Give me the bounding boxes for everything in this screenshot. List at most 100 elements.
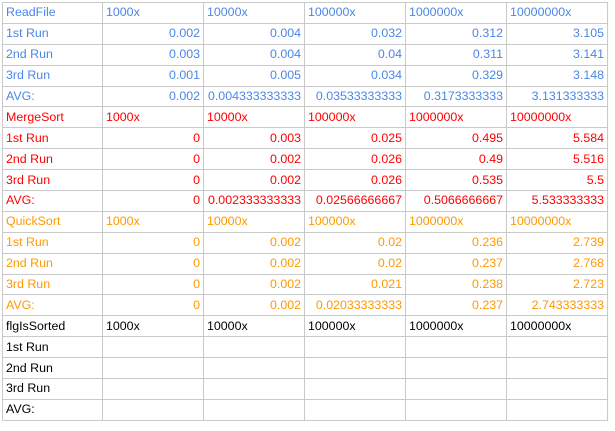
row-label-cell[interactable]: 2nd Run <box>2 43 103 66</box>
empty-cell[interactable] <box>304 378 406 400</box>
value-cell[interactable]: 0.238 <box>405 273 507 296</box>
value-cell[interactable]: 0 <box>102 231 204 254</box>
row-label-cell[interactable]: AVG: <box>2 85 103 108</box>
size-header-cell[interactable]: 100000x <box>304 2 406 24</box>
value-cell[interactable]: 0.002 <box>203 148 305 171</box>
value-cell[interactable]: 0 <box>102 127 204 150</box>
size-header-cell[interactable]: 1000x <box>102 106 204 129</box>
value-cell[interactable]: 0 <box>102 190 204 212</box>
value-cell[interactable]: 0.002 <box>203 294 305 317</box>
empty-cell[interactable] <box>506 336 608 359</box>
value-cell[interactable]: 2.743333333 <box>506 294 608 317</box>
size-header-cell[interactable]: 1000000x <box>405 106 507 129</box>
mergesort-title-cell[interactable]: MergeSort <box>2 106 103 129</box>
value-cell[interactable]: 0.005 <box>203 64 305 87</box>
readfile-title-cell[interactable]: ReadFile <box>2 2 103 24</box>
size-header-cell[interactable]: 10000x <box>203 315 305 338</box>
value-cell[interactable]: 0.021 <box>304 273 406 296</box>
empty-cell[interactable] <box>506 378 608 400</box>
size-header-cell[interactable]: 1000000x <box>405 2 507 24</box>
value-cell[interactable]: 0.02033333333 <box>304 294 406 317</box>
row-label-cell[interactable]: 2nd Run <box>2 148 103 171</box>
value-cell[interactable]: 0.237 <box>405 294 507 317</box>
row-label-cell[interactable]: 3rd Run <box>2 378 103 400</box>
row-label-cell[interactable]: 1st Run <box>2 22 103 45</box>
size-header-cell[interactable]: 10000000x <box>506 315 608 338</box>
value-cell[interactable]: 0.026 <box>304 148 406 171</box>
value-cell[interactable]: 0.001 <box>102 64 204 87</box>
empty-cell[interactable] <box>304 398 406 421</box>
value-cell[interactable]: 0.003 <box>102 43 204 66</box>
value-cell[interactable]: 5.5 <box>506 169 608 192</box>
value-cell[interactable]: 0.329 <box>405 64 507 87</box>
value-cell[interactable]: 0.312 <box>405 22 507 45</box>
size-header-cell[interactable]: 10000x <box>203 210 305 233</box>
flgissorted-title-cell[interactable]: flgIsSorted <box>2 315 103 338</box>
row-label-cell[interactable]: 1st Run <box>2 127 103 150</box>
empty-cell[interactable] <box>203 398 305 421</box>
size-header-cell[interactable]: 1000x <box>102 210 204 233</box>
value-cell[interactable]: 0.025 <box>304 127 406 150</box>
value-cell[interactable]: 0 <box>102 169 204 192</box>
empty-cell[interactable] <box>102 378 204 400</box>
value-cell[interactable]: 0.002 <box>203 273 305 296</box>
value-cell[interactable]: 5.516 <box>506 148 608 171</box>
row-label-cell[interactable]: 3rd Run <box>2 64 103 87</box>
value-cell[interactable]: 0.03533333333 <box>304 85 406 108</box>
quicksort-title-cell[interactable]: QuickSort <box>2 210 103 233</box>
value-cell[interactable]: 0 <box>102 273 204 296</box>
empty-cell[interactable] <box>405 378 507 400</box>
empty-cell[interactable] <box>203 336 305 359</box>
value-cell[interactable]: 3.141 <box>506 43 608 66</box>
value-cell[interactable]: 0.002 <box>203 252 305 275</box>
value-cell[interactable]: 3.105 <box>506 22 608 45</box>
value-cell[interactable]: 0.002333333333 <box>203 190 305 212</box>
value-cell[interactable]: 2.723 <box>506 273 608 296</box>
row-label-cell[interactable]: 1st Run <box>2 336 103 359</box>
size-header-cell[interactable]: 100000x <box>304 106 406 129</box>
value-cell[interactable]: 0.535 <box>405 169 507 192</box>
value-cell[interactable]: 3.148 <box>506 64 608 87</box>
value-cell[interactable]: 0.49 <box>405 148 507 171</box>
value-cell[interactable]: 0.236 <box>405 231 507 254</box>
value-cell[interactable]: 0.026 <box>304 169 406 192</box>
row-label-cell[interactable]: 2nd Run <box>2 357 103 380</box>
empty-cell[interactable] <box>405 357 507 380</box>
empty-cell[interactable] <box>405 336 507 359</box>
size-header-cell[interactable]: 100000x <box>304 315 406 338</box>
row-label-cell[interactable]: 3rd Run <box>2 169 103 192</box>
row-label-cell[interactable]: 3rd Run <box>2 273 103 296</box>
row-label-cell[interactable]: AVG: <box>2 398 103 421</box>
empty-cell[interactable] <box>405 398 507 421</box>
value-cell[interactable]: 0.5066666667 <box>405 190 507 212</box>
row-label-cell[interactable]: AVG: <box>2 190 103 212</box>
empty-cell[interactable] <box>102 398 204 421</box>
row-label-cell[interactable]: AVG: <box>2 294 103 317</box>
empty-cell[interactable] <box>102 357 204 380</box>
value-cell[interactable]: 0 <box>102 252 204 275</box>
empty-cell[interactable] <box>506 357 608 380</box>
value-cell[interactable]: 5.533333333 <box>506 190 608 212</box>
value-cell[interactable]: 0.002 <box>203 169 305 192</box>
value-cell[interactable]: 0.002 <box>102 22 204 45</box>
value-cell[interactable]: 3.131333333 <box>506 85 608 108</box>
value-cell[interactable]: 0.002 <box>203 231 305 254</box>
value-cell[interactable]: 2.739 <box>506 231 608 254</box>
size-header-cell[interactable]: 1000000x <box>405 210 507 233</box>
value-cell[interactable]: 0.495 <box>405 127 507 150</box>
value-cell[interactable]: 0.004333333333 <box>203 85 305 108</box>
empty-cell[interactable] <box>203 357 305 380</box>
value-cell[interactable]: 0.237 <box>405 252 507 275</box>
empty-cell[interactable] <box>304 357 406 380</box>
value-cell[interactable]: 0.004 <box>203 22 305 45</box>
value-cell[interactable]: 0.311 <box>405 43 507 66</box>
value-cell[interactable]: 0.003 <box>203 127 305 150</box>
size-header-cell[interactable]: 1000x <box>102 315 204 338</box>
value-cell[interactable]: 0.032 <box>304 22 406 45</box>
value-cell[interactable]: 0.02566666667 <box>304 190 406 212</box>
size-header-cell[interactable]: 10000x <box>203 2 305 24</box>
empty-cell[interactable] <box>102 336 204 359</box>
value-cell[interactable]: 0.3173333333 <box>405 85 507 108</box>
value-cell[interactable]: 0 <box>102 294 204 317</box>
value-cell[interactable]: 0.002 <box>102 85 204 108</box>
